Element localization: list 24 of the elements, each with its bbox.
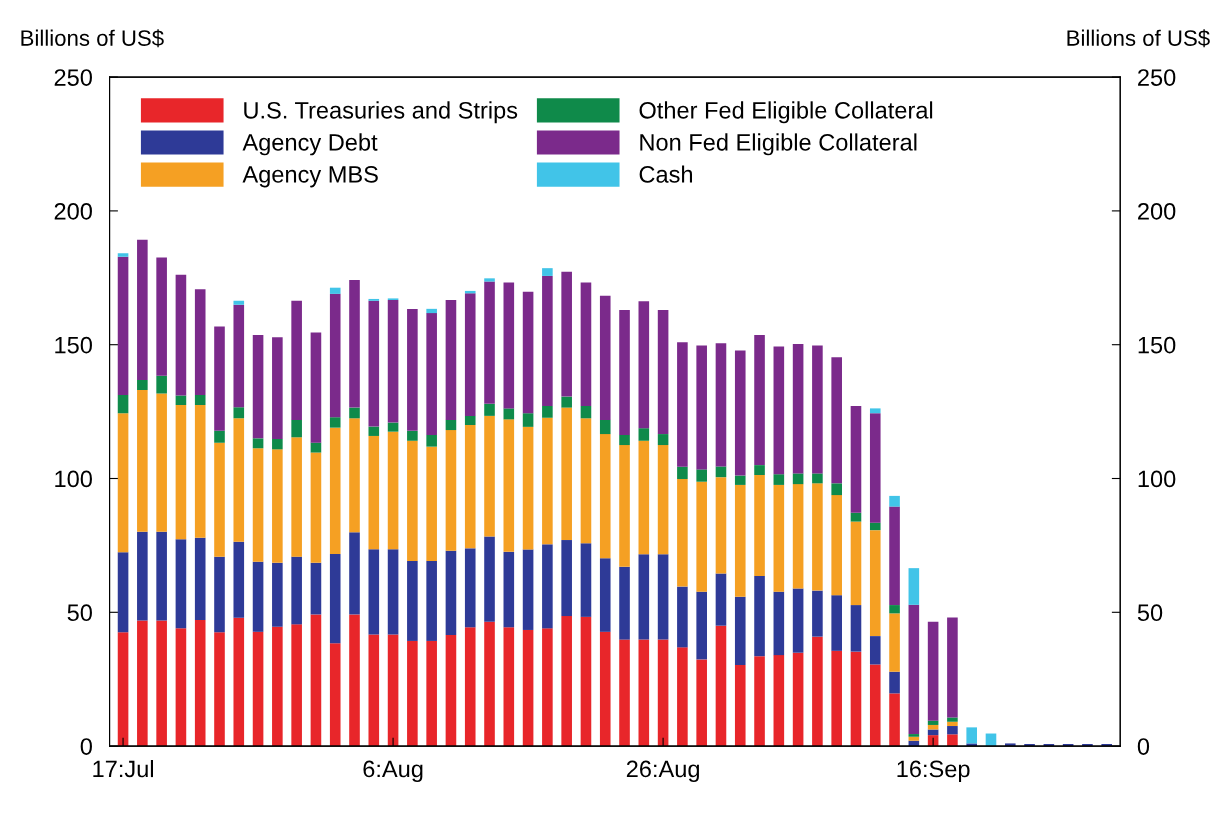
x-tick-label: 16:Sep — [897, 760, 970, 782]
y-tick-label: 200 — [54, 202, 92, 220]
y-tick-label: 100 — [55, 470, 92, 488]
y-axis-title: Billions of US$ — [21, 29, 164, 48]
y2-tick-label: 100 — [1138, 470, 1176, 488]
y2-tick-label: 0 — [1137, 738, 1150, 755]
x-tick-label: 6:Aug — [363, 760, 423, 782]
legend-label: U.S. Treasuries and Strips — [244, 101, 518, 124]
y-tick-label: 0 — [80, 738, 92, 755]
y-tick-label: 250 — [54, 69, 92, 86]
y2-tick-label: 250 — [1138, 69, 1176, 86]
y2-tick-label: 150 — [1138, 336, 1176, 354]
legend-label: Agency MBS — [242, 166, 378, 188]
y2-tick-label: 50 — [1137, 604, 1163, 622]
y-tick-label: 150 — [55, 336, 92, 354]
x-tick-label: 26:Aug — [626, 760, 699, 782]
legend-label: Other Fed Eligible Collateral — [639, 101, 933, 124]
legend-label: Cash — [639, 165, 693, 183]
x-tick-label: 17:Jul — [93, 759, 153, 778]
y-tick-label: 50 — [67, 604, 92, 622]
legend-label: Agency Debt — [242, 133, 378, 156]
y2-tick-label: 200 — [1138, 202, 1176, 220]
legend-label: Non Fed Eligible Collateral — [640, 133, 917, 156]
y2-axis-title: Billions of US$ — [1067, 29, 1210, 48]
